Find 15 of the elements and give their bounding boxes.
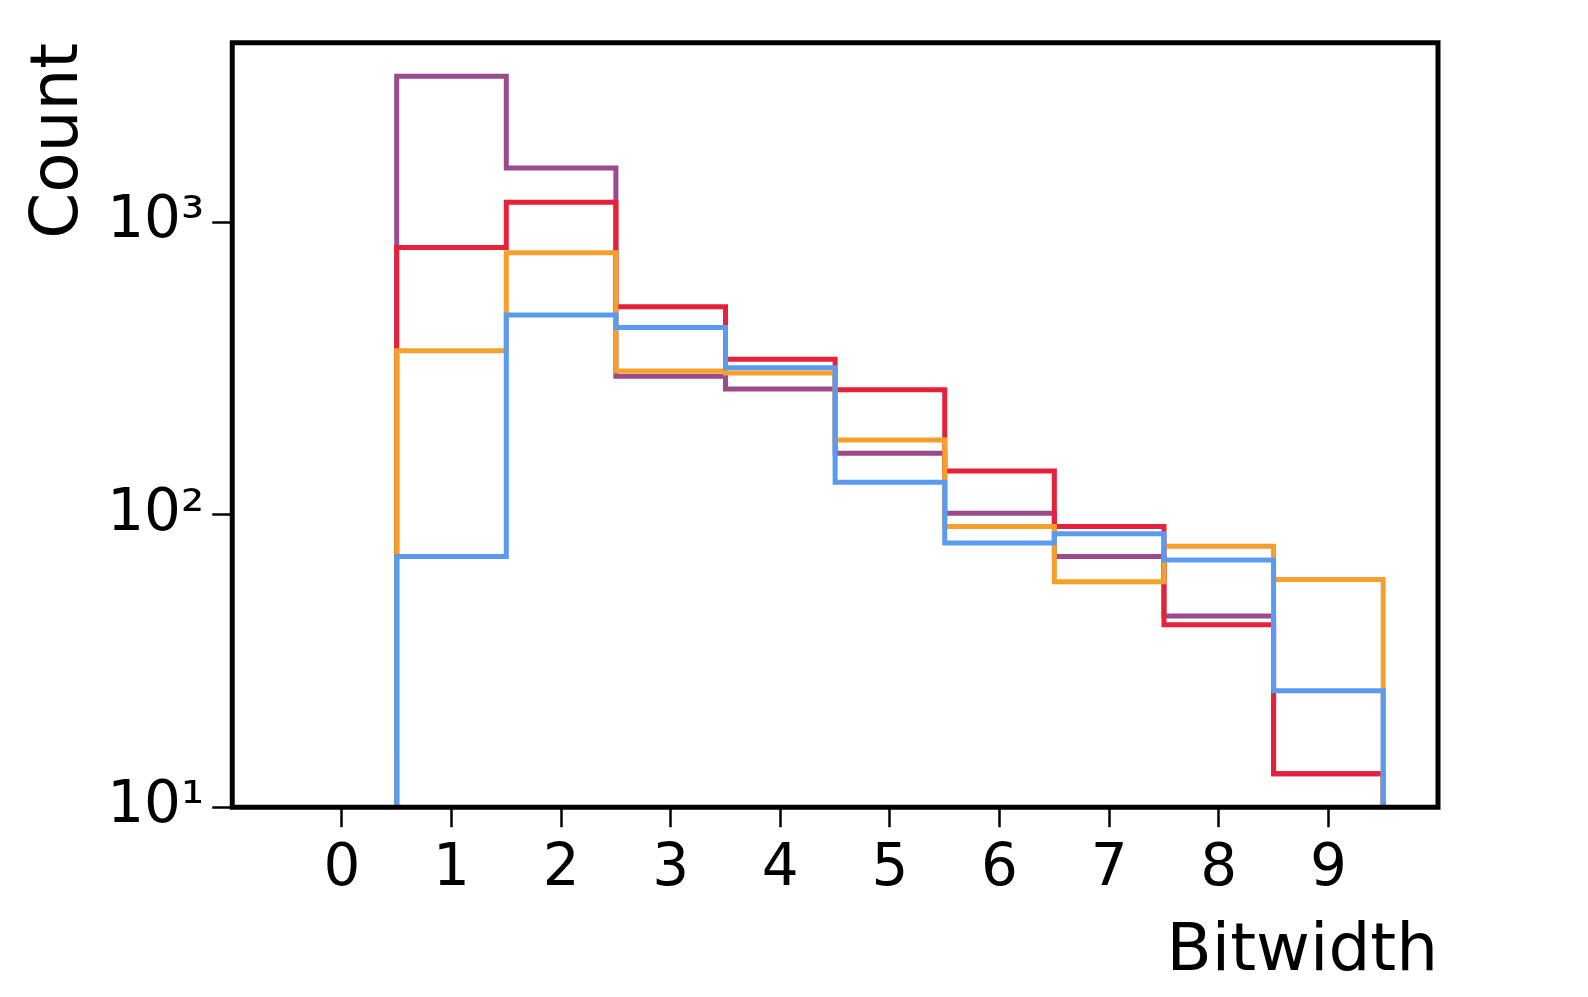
y-axis-title: Count	[15, 42, 93, 239]
y-tick-label: 10³	[107, 183, 205, 252]
x-tick-label: 4	[761, 831, 799, 900]
y-tick-label: 10¹	[107, 768, 205, 837]
x-tick-label: 1	[433, 831, 470, 900]
x-tick-label: 3	[652, 831, 690, 900]
x-axis-title: Bitwidth	[1166, 908, 1438, 986]
y-tick-label: 10²	[107, 475, 205, 544]
x-tick-label: 8	[1200, 831, 1238, 900]
x-tick-label: 9	[1309, 831, 1347, 900]
x-tick-label: 7	[1090, 831, 1128, 900]
x-tick-label: 5	[871, 831, 909, 900]
x-tick-label: 6	[981, 831, 1018, 900]
x-tick-label: 0	[323, 831, 361, 900]
x-tick-label: 2	[542, 831, 580, 900]
